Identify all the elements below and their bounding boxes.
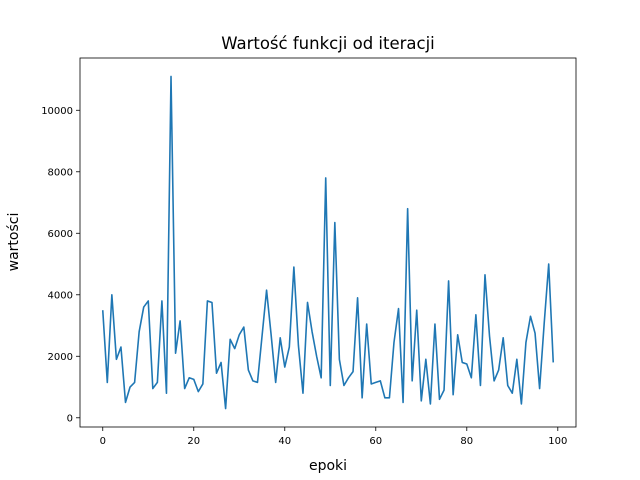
- y-tick-label: 4000: [48, 290, 73, 301]
- series-line: [101, 75, 555, 410]
- x-axis: 0 20 40 60 80 100: [100, 427, 567, 447]
- y-tick-label: 8000: [48, 167, 73, 178]
- y-axis: 0 2000 4000 6000 8000 10000: [41, 106, 80, 424]
- y-tick-label: 10000: [41, 106, 73, 117]
- plot-frame: [79, 57, 577, 428]
- y-axis-label: wartości: [6, 213, 22, 272]
- x-tick-label: 40: [278, 436, 291, 447]
- x-tick-label: 100: [548, 436, 567, 447]
- y-tick-label: 0: [67, 413, 73, 424]
- y-tick-label: 2000: [48, 352, 73, 363]
- chart-title: Wartość funkcji od iteracji: [221, 34, 435, 53]
- x-tick-label: 80: [460, 436, 473, 447]
- plot-area: [101, 75, 555, 410]
- y-tick-label: 6000: [48, 229, 73, 240]
- x-tick-label: 20: [187, 436, 200, 447]
- x-axis-label: epoki: [309, 458, 347, 474]
- x-tick-label: 0: [100, 436, 106, 447]
- x-tick-label: 60: [369, 436, 382, 447]
